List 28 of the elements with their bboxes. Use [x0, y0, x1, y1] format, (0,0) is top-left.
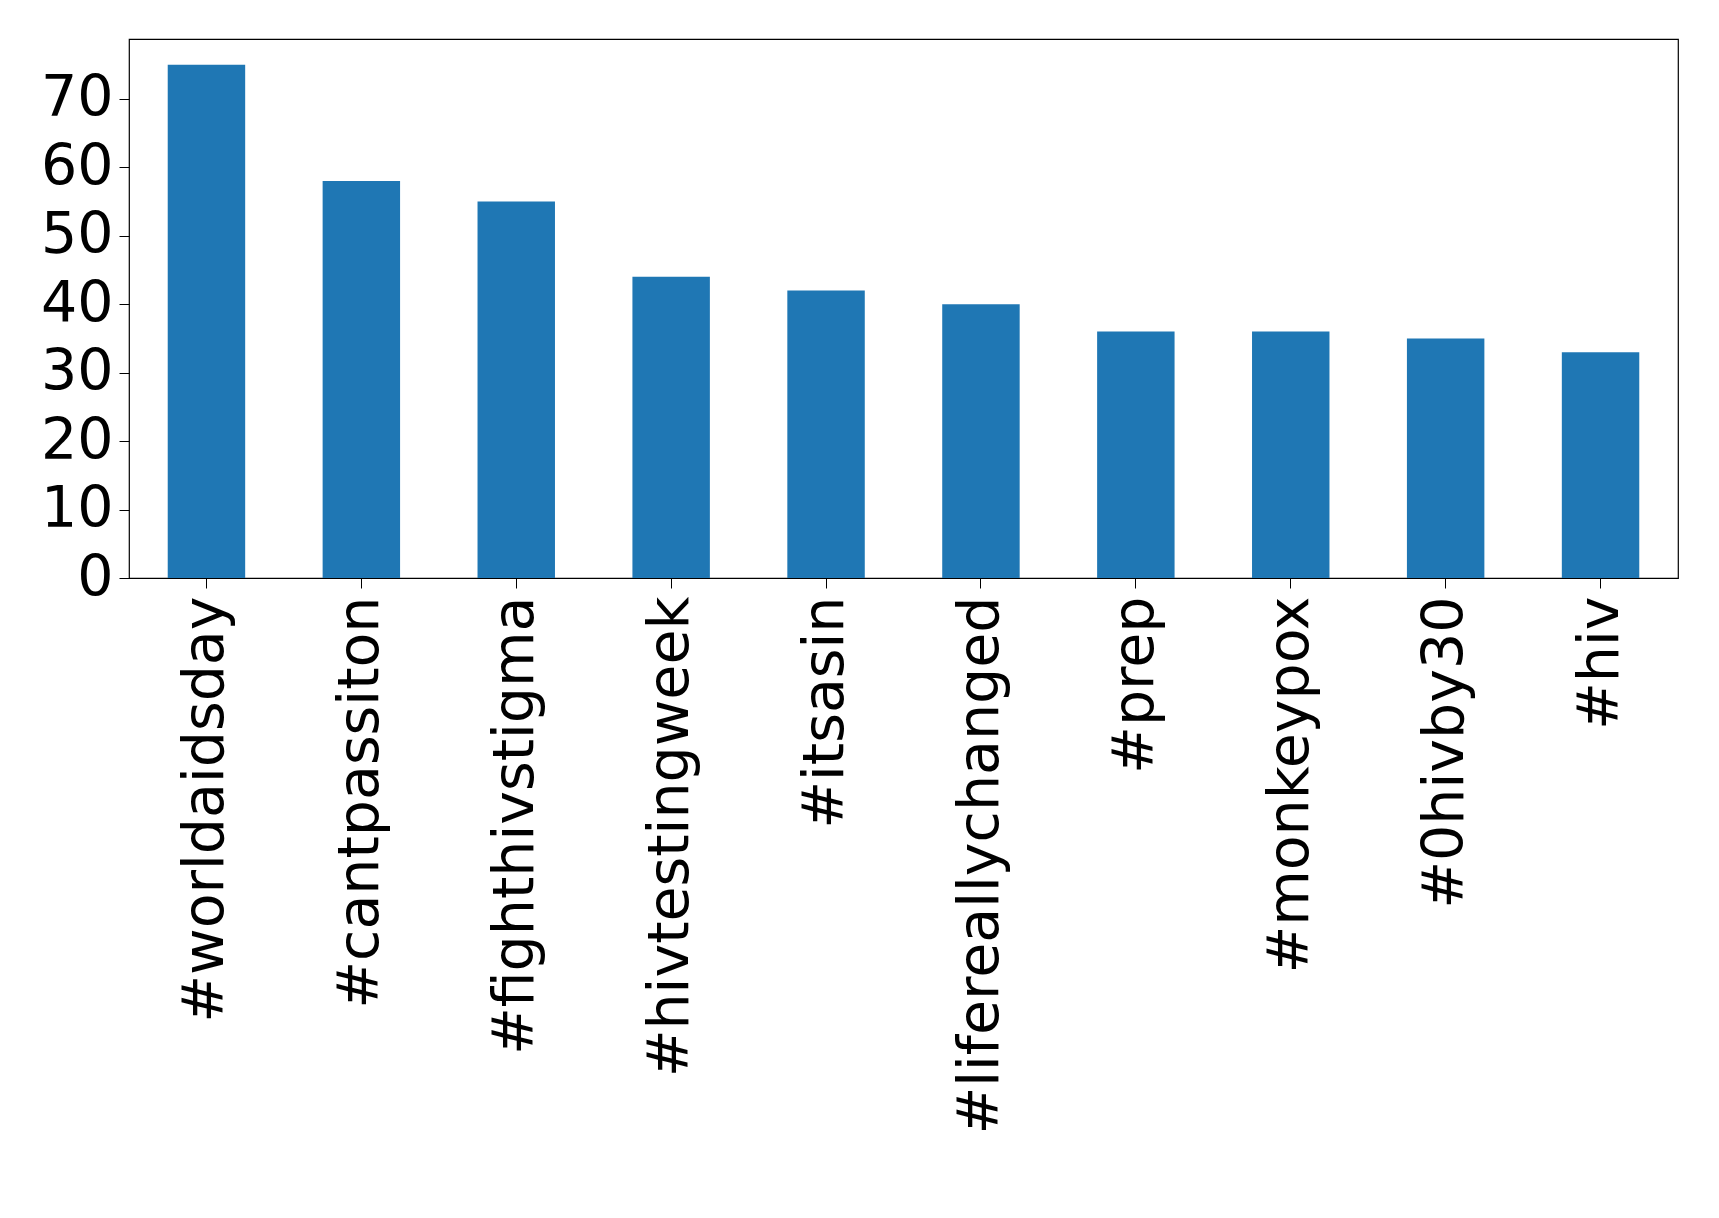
bar	[1406, 338, 1485, 578]
bar	[632, 276, 710, 578]
bar	[167, 64, 246, 578]
bar	[787, 290, 865, 578]
y-tick-label: 0	[77, 542, 114, 609]
x-tick-label: #hiv	[1564, 596, 1631, 730]
x-tick-label: #cantpassiton	[325, 596, 392, 1009]
x-tick-label: #fighthivstigma	[480, 596, 547, 1056]
bar	[1252, 331, 1330, 578]
x-tick-label: #prep	[1099, 596, 1166, 774]
x-tick-label: #itsasin	[790, 596, 857, 829]
y-tick-label: 70	[40, 63, 114, 130]
x-tick-label: #lifereallychanged	[944, 596, 1011, 1135]
x-tick-label: #monkeypox	[1254, 596, 1321, 974]
x-tick-label: #hivtestingweek	[635, 596, 702, 1078]
y-tick-label: 60	[40, 131, 114, 198]
y-tick-label: 30	[40, 337, 114, 404]
bar	[1561, 352, 1640, 578]
bar	[942, 304, 1020, 578]
x-tick-label: #0hivby30	[1409, 596, 1476, 909]
y-tick-label: 10	[40, 474, 114, 541]
y-tick-label: 20	[40, 405, 114, 472]
bar	[477, 201, 555, 578]
bar	[322, 181, 401, 578]
bar	[1097, 331, 1175, 578]
x-tick-label: #worldaidsday	[170, 596, 237, 1023]
y-tick-label: 50	[40, 200, 114, 267]
y-tick-label: 40	[40, 268, 114, 335]
